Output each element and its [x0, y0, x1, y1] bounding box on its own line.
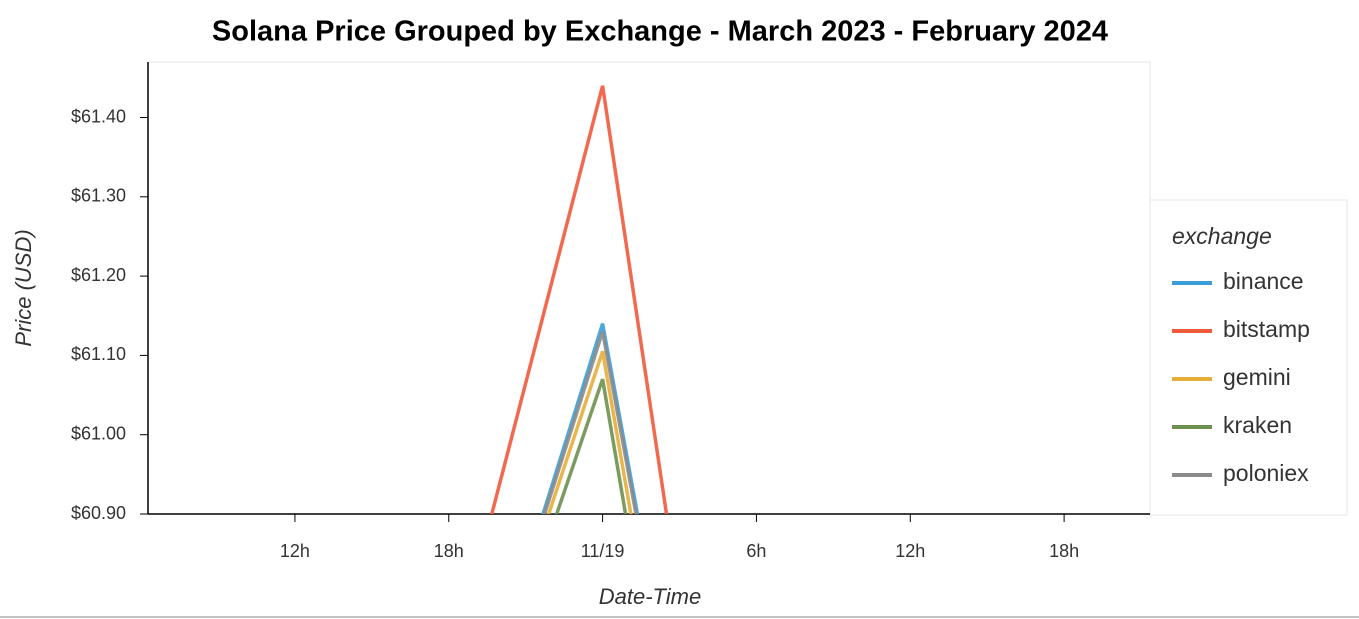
legend-box — [1149, 199, 1348, 516]
y-tick-label: $61.00 — [71, 423, 126, 443]
y-tick-label: $61.40 — [71, 106, 126, 126]
series-line — [554, 378, 628, 514]
y-tick-label: $60.90 — [71, 503, 126, 523]
x-axis-label: Date-Time — [599, 584, 702, 609]
series-line — [541, 323, 640, 514]
y-tick-label: $61.30 — [71, 186, 126, 206]
x-tick-label: 11/19 — [581, 541, 625, 561]
series-line — [546, 350, 633, 514]
legend-label: bitstamp — [1223, 316, 1310, 342]
legend-label: poloniex — [1223, 460, 1309, 486]
x-tick-label: 12h — [895, 541, 925, 561]
legend-label: gemini — [1223, 364, 1291, 390]
series-line — [542, 331, 638, 514]
legend-label: binance — [1223, 268, 1304, 294]
chart-title: Solana Price Grouped by Exchange - March… — [212, 16, 1108, 48]
series-line — [490, 85, 669, 514]
y-tick-label: $61.20 — [71, 265, 126, 285]
y-tick-label: $61.10 — [71, 344, 126, 364]
x-tick-label: 6h — [746, 541, 766, 561]
y-axis-label: Price (USD) — [11, 229, 36, 346]
legend-label: kraken — [1223, 412, 1292, 438]
x-tick-label: 18h — [1049, 541, 1079, 561]
legend-title: exchange — [1172, 223, 1272, 249]
plot-area — [490, 85, 669, 514]
x-tick-label: 12h — [280, 541, 310, 561]
x-tick-label: 18h — [434, 541, 464, 561]
plot-frame — [147, 61, 1151, 515]
